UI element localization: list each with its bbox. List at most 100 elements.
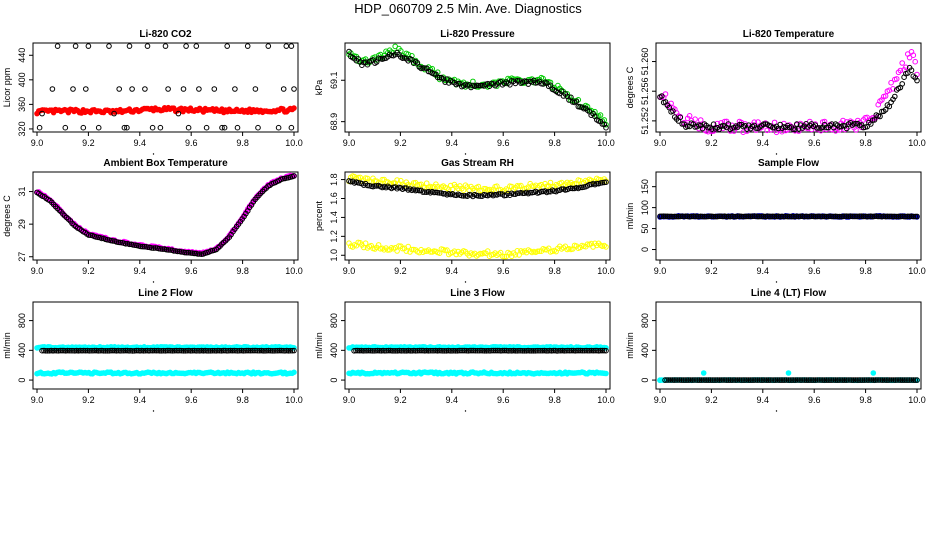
data-point xyxy=(505,348,512,354)
data-point xyxy=(492,347,499,354)
data-point xyxy=(704,377,710,383)
data-point xyxy=(70,86,76,92)
data-point xyxy=(803,377,810,383)
data-point xyxy=(374,347,381,354)
x-tick-label: 10.0 xyxy=(597,138,615,148)
data-point xyxy=(662,377,668,383)
x-tick-label: 9.2 xyxy=(705,395,718,405)
data-point xyxy=(49,86,56,92)
data-point xyxy=(521,348,528,354)
data-point xyxy=(885,377,891,383)
data-point xyxy=(814,213,821,220)
x-axis-mark xyxy=(775,153,778,155)
data-point xyxy=(166,347,172,354)
data-point xyxy=(838,377,844,383)
data-point xyxy=(98,235,105,242)
data-point xyxy=(912,377,919,383)
data-point xyxy=(874,377,880,383)
data-point xyxy=(868,377,875,383)
x-tick-label: 9.0 xyxy=(654,395,667,405)
data-point xyxy=(810,213,817,220)
data-point xyxy=(173,347,179,354)
x-tick-label: 9.6 xyxy=(497,138,510,148)
data-point xyxy=(489,347,495,354)
data-point xyxy=(291,347,297,354)
data-point xyxy=(527,189,534,196)
data-point xyxy=(460,187,467,193)
data-point xyxy=(163,246,170,253)
data-point xyxy=(679,121,686,127)
data-point xyxy=(470,347,477,354)
data-point xyxy=(776,377,783,383)
data-point xyxy=(778,377,784,383)
data-point xyxy=(914,77,920,84)
y-tick-label: 51.252 xyxy=(640,107,650,135)
x-tick-label: 10.0 xyxy=(285,138,303,148)
data-point xyxy=(402,348,408,354)
data-point xyxy=(659,213,665,220)
y-tick-label: 150 xyxy=(640,179,650,194)
data-point xyxy=(910,52,917,59)
data-point xyxy=(203,124,210,131)
data-point xyxy=(787,377,794,383)
data-point xyxy=(784,213,791,220)
data-point xyxy=(447,348,454,354)
data-point xyxy=(912,58,919,65)
data-point xyxy=(789,377,795,383)
data-point xyxy=(164,347,170,354)
data-point xyxy=(875,213,882,220)
data-point xyxy=(565,347,571,354)
data-point xyxy=(812,213,819,220)
data-point xyxy=(126,43,133,49)
data-point xyxy=(908,67,915,73)
data-point xyxy=(821,118,828,125)
data-point xyxy=(884,213,891,220)
data-point xyxy=(899,377,906,383)
data-point xyxy=(126,348,132,354)
data-point xyxy=(816,213,822,220)
data-point xyxy=(443,348,450,354)
data-point xyxy=(681,213,687,220)
data-point xyxy=(156,245,162,252)
data-point xyxy=(247,347,254,354)
data-point xyxy=(244,43,251,49)
data-point xyxy=(355,347,361,354)
data-point xyxy=(743,377,750,383)
data-point xyxy=(520,190,526,197)
data-point xyxy=(519,348,526,354)
data-point xyxy=(742,213,748,220)
data-point xyxy=(396,347,403,354)
data-point xyxy=(745,213,752,220)
data-point xyxy=(769,377,775,383)
data-point xyxy=(664,377,670,383)
y-tick-label: 800 xyxy=(17,313,27,328)
data-point xyxy=(400,347,406,354)
data-point xyxy=(151,347,158,354)
data-point xyxy=(288,124,295,131)
data-point xyxy=(888,79,894,86)
y-axis-label: degrees C xyxy=(2,195,12,237)
data-point xyxy=(451,347,457,354)
data-point xyxy=(890,213,896,220)
chart-panel-4: Ambient Box Temperature degrees C 9.0 9.2 9.… xyxy=(2,158,303,283)
data-point xyxy=(558,186,565,192)
data-point xyxy=(659,93,665,99)
data-point xyxy=(174,248,181,255)
data-point xyxy=(233,347,239,354)
data-point xyxy=(436,190,443,196)
data-point xyxy=(729,377,736,383)
data-point xyxy=(385,347,392,354)
series-1 xyxy=(657,49,920,136)
data-point xyxy=(512,348,519,354)
data-point xyxy=(262,348,268,354)
data-point xyxy=(177,347,183,354)
data-point xyxy=(711,377,717,383)
data-point xyxy=(899,60,906,66)
data-point xyxy=(794,377,801,383)
x-tick-label: 9.6 xyxy=(185,138,198,148)
data-point xyxy=(758,377,765,383)
y-tick-label: 800 xyxy=(329,313,339,328)
plot-frame xyxy=(32,42,299,133)
data-point xyxy=(64,347,71,354)
data-point xyxy=(95,124,102,131)
